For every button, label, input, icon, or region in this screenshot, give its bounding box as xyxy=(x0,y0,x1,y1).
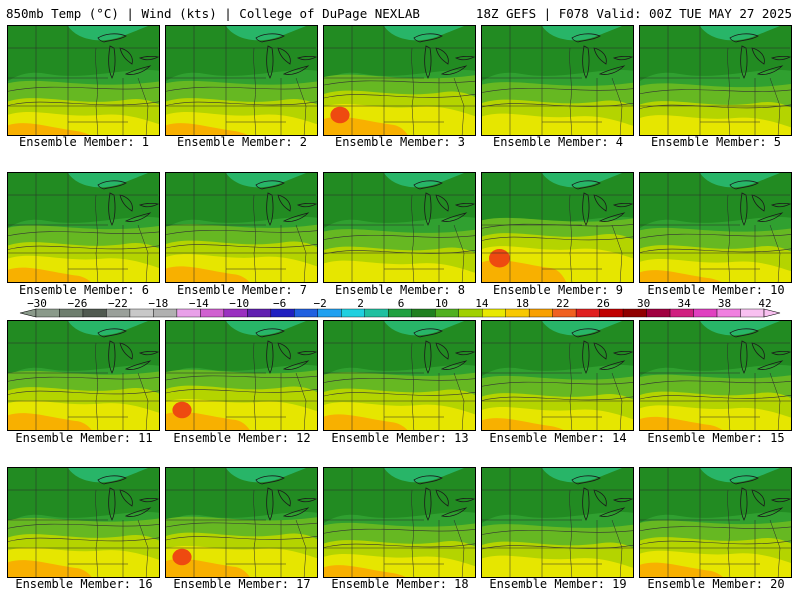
colorbar-segment xyxy=(270,308,295,318)
ensemble-member-label: Ensemble Member: 20 xyxy=(647,577,785,591)
ensemble-map-panel xyxy=(323,320,476,431)
colorbar-segment xyxy=(435,308,459,318)
colorbar-segment xyxy=(341,308,365,318)
colorbar-segment xyxy=(388,308,412,318)
colorbar-tick-label: −30 xyxy=(27,297,47,310)
ensemble-member-label: Ensemble Member: 10 xyxy=(647,283,785,297)
colorbar-segment xyxy=(176,308,201,318)
ensemble-member-label: Ensemble Member: 12 xyxy=(173,431,311,445)
ensemble-member-label: Ensemble Member: 19 xyxy=(489,577,627,591)
ensemble-map-panel xyxy=(639,25,792,136)
colorbar-segment xyxy=(716,308,741,318)
ensemble-map-panel xyxy=(639,467,792,578)
ensemble-map-panel xyxy=(165,320,318,431)
colorbar-tick-label: 10 xyxy=(434,297,449,310)
colorbar-tick-label: −14 xyxy=(188,297,209,310)
colorbar-segment xyxy=(669,308,694,318)
colorbar-segment xyxy=(364,308,389,318)
colorbar-tick-label: 30 xyxy=(637,297,651,310)
ensemble-member-label: Ensemble Member: 5 xyxy=(650,135,782,149)
ensemble-map-panel xyxy=(165,172,318,283)
ensemble-member-label: Ensemble Member: 17 xyxy=(173,577,311,591)
colorbar-segment xyxy=(82,308,107,318)
colorbar-segment xyxy=(622,308,647,318)
ensemble-member-label: Ensemble Member: 7 xyxy=(176,283,308,297)
colorbar-segment xyxy=(294,308,319,318)
colorbar-tick-label: −6 xyxy=(273,297,287,310)
ensemble-map-panel xyxy=(481,172,634,283)
ensemble-map-panel xyxy=(481,467,634,578)
ensemble-member-label: Ensemble Member: 16 xyxy=(15,577,153,591)
ensemble-member-label: Ensemble Member: 15 xyxy=(647,431,785,445)
colorbar-segment xyxy=(599,308,624,318)
colorbar-segment xyxy=(59,308,84,318)
colorbar-right-arrow xyxy=(763,308,781,318)
colorbar-tick-label: 38 xyxy=(717,297,732,310)
run-valid-time: 18Z GEFS | F078 Valid: 00Z TUE MAY 27 20… xyxy=(475,6,792,21)
colorbar-tick-label: −10 xyxy=(229,297,250,310)
ensemble-map-panel xyxy=(639,320,792,431)
colorbar-segment xyxy=(646,308,671,318)
colorbar-segment xyxy=(129,308,154,318)
ensemble-member-label: Ensemble Member: 4 xyxy=(492,135,624,149)
colorbar-segment xyxy=(200,308,225,318)
colorbar-segment xyxy=(740,308,765,318)
temperature-colorbar xyxy=(19,308,781,318)
colorbar-tick-label: 18 xyxy=(515,297,529,310)
ensemble-member-label: Ensemble Member: 8 xyxy=(334,283,466,297)
colorbar-segment xyxy=(458,308,483,318)
ensemble-map-panel xyxy=(639,172,792,283)
colorbar-tick-label: 26 xyxy=(596,297,610,310)
ensemble-map-panel xyxy=(7,467,160,578)
colorbar-tick-label: 34 xyxy=(677,297,691,310)
ensemble-map-panel xyxy=(323,172,476,283)
colorbar-tick-label: 22 xyxy=(556,297,570,310)
colorbar-segment xyxy=(505,308,530,318)
ensemble-map-panel xyxy=(7,320,160,431)
colorbar-tick-label: 6 xyxy=(397,297,405,310)
ensemble-member-label: Ensemble Member: 6 xyxy=(18,283,150,297)
colorbar-tick-label: −18 xyxy=(148,297,169,310)
colorbar-tick-label: 42 xyxy=(758,297,772,310)
ensemble-map-panel xyxy=(7,25,160,136)
colorbar-segment xyxy=(153,308,178,318)
ensemble-map-panel xyxy=(165,467,318,578)
colorbar-tick-label: −26 xyxy=(67,297,88,310)
ensemble-member-label: Ensemble Member: 13 xyxy=(331,431,469,445)
ensemble-map-panel xyxy=(481,25,634,136)
colorbar-segment xyxy=(575,308,600,318)
colorbar-segment xyxy=(317,308,342,318)
colorbar-segment xyxy=(411,308,436,318)
ensemble-member-label: Ensemble Member: 11 xyxy=(15,431,153,445)
ensemble-member-label: Ensemble Member: 2 xyxy=(176,135,308,149)
ensemble-member-label: Ensemble Member: 9 xyxy=(492,283,624,297)
colorbar-segment xyxy=(528,308,553,318)
ensemble-map-panel xyxy=(7,172,160,283)
ensemble-member-label: Ensemble Member: 18 xyxy=(331,577,469,591)
colorbar-segment xyxy=(693,308,718,318)
ensemble-map-panel xyxy=(165,25,318,136)
colorbar-tick-label: 14 xyxy=(475,297,489,310)
colorbar-segment xyxy=(552,308,577,318)
colorbar-segment xyxy=(247,308,272,318)
ensemble-member-label: Ensemble Member: 1 xyxy=(18,135,150,149)
colorbar-tick-label: −2 xyxy=(313,297,327,310)
ensemble-map-panel xyxy=(481,320,634,431)
product-title: 850mb Temp (°C) | Wind (kts) | College o… xyxy=(6,6,420,21)
colorbar-segment xyxy=(481,308,506,318)
colorbar-tick-label: −22 xyxy=(107,297,128,310)
colorbar-segment xyxy=(35,308,60,318)
colorbar-tick-label: 2 xyxy=(357,297,364,310)
colorbar-segment xyxy=(106,308,131,318)
colorbar-segment xyxy=(223,308,248,318)
ensemble-member-label: Ensemble Member: 14 xyxy=(489,431,627,445)
ensemble-map-panel xyxy=(323,25,476,136)
ensemble-member-label: Ensemble Member: 3 xyxy=(334,135,466,149)
colorbar-left-arrow xyxy=(19,308,37,318)
ensemble-map-panel xyxy=(323,467,476,578)
